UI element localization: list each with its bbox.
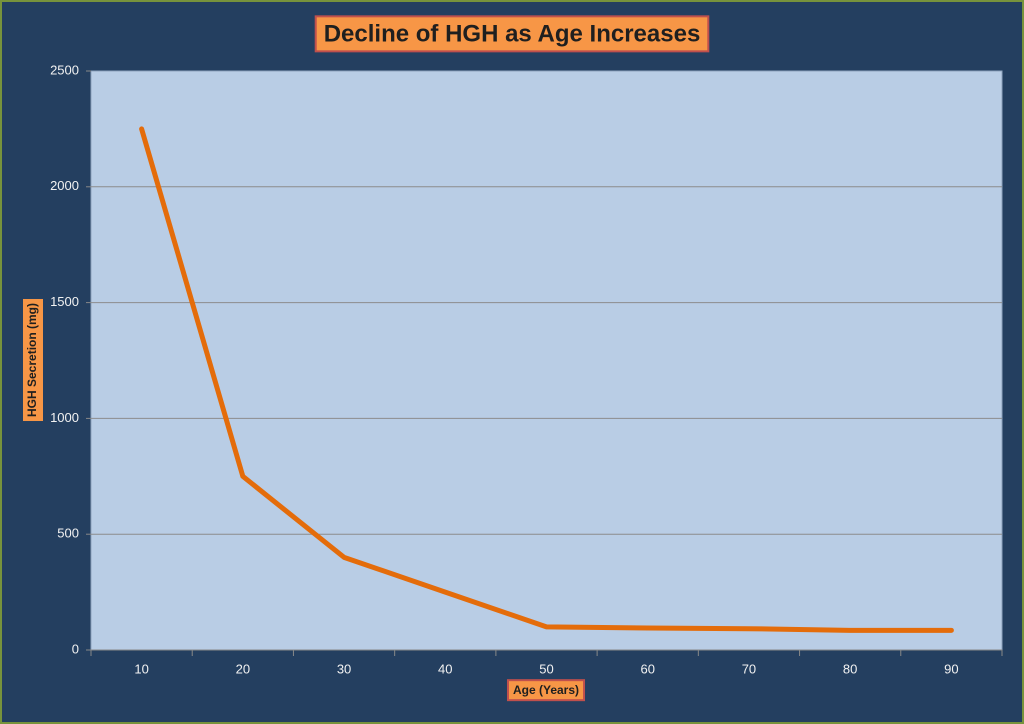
y-tick-label: 1500 [50, 294, 79, 309]
x-tick-label: 80 [843, 661, 857, 676]
label-box [506, 679, 586, 702]
x-tick-label: 60 [640, 661, 654, 676]
y-tick-label: 2500 [50, 62, 79, 77]
x-tick-label: 90 [944, 661, 958, 676]
y-tick-label: 500 [57, 526, 79, 541]
y-tick-label: 0 [72, 641, 79, 656]
label-boxes [23, 15, 710, 702]
label-box [23, 298, 43, 422]
y-tick-label: 2000 [50, 178, 79, 193]
plot-area [90, 70, 1003, 651]
chart-title: Decline of HGH as Age Increases [324, 20, 701, 47]
data-line [139, 126, 954, 633]
y-axis-label: HGH Secretion (mg) [25, 303, 39, 417]
x-tick-label: 70 [742, 661, 756, 676]
x-tick-label: 10 [134, 661, 148, 676]
y-tick-label: 1000 [50, 410, 79, 425]
x-tick-label: 50 [539, 661, 553, 676]
x-tick-label: 30 [337, 661, 351, 676]
label-box [314, 15, 710, 53]
x-tick-label: 20 [236, 661, 250, 676]
x-axis-label: Age (Years) [513, 683, 579, 697]
x-tick-label: 40 [438, 661, 452, 676]
